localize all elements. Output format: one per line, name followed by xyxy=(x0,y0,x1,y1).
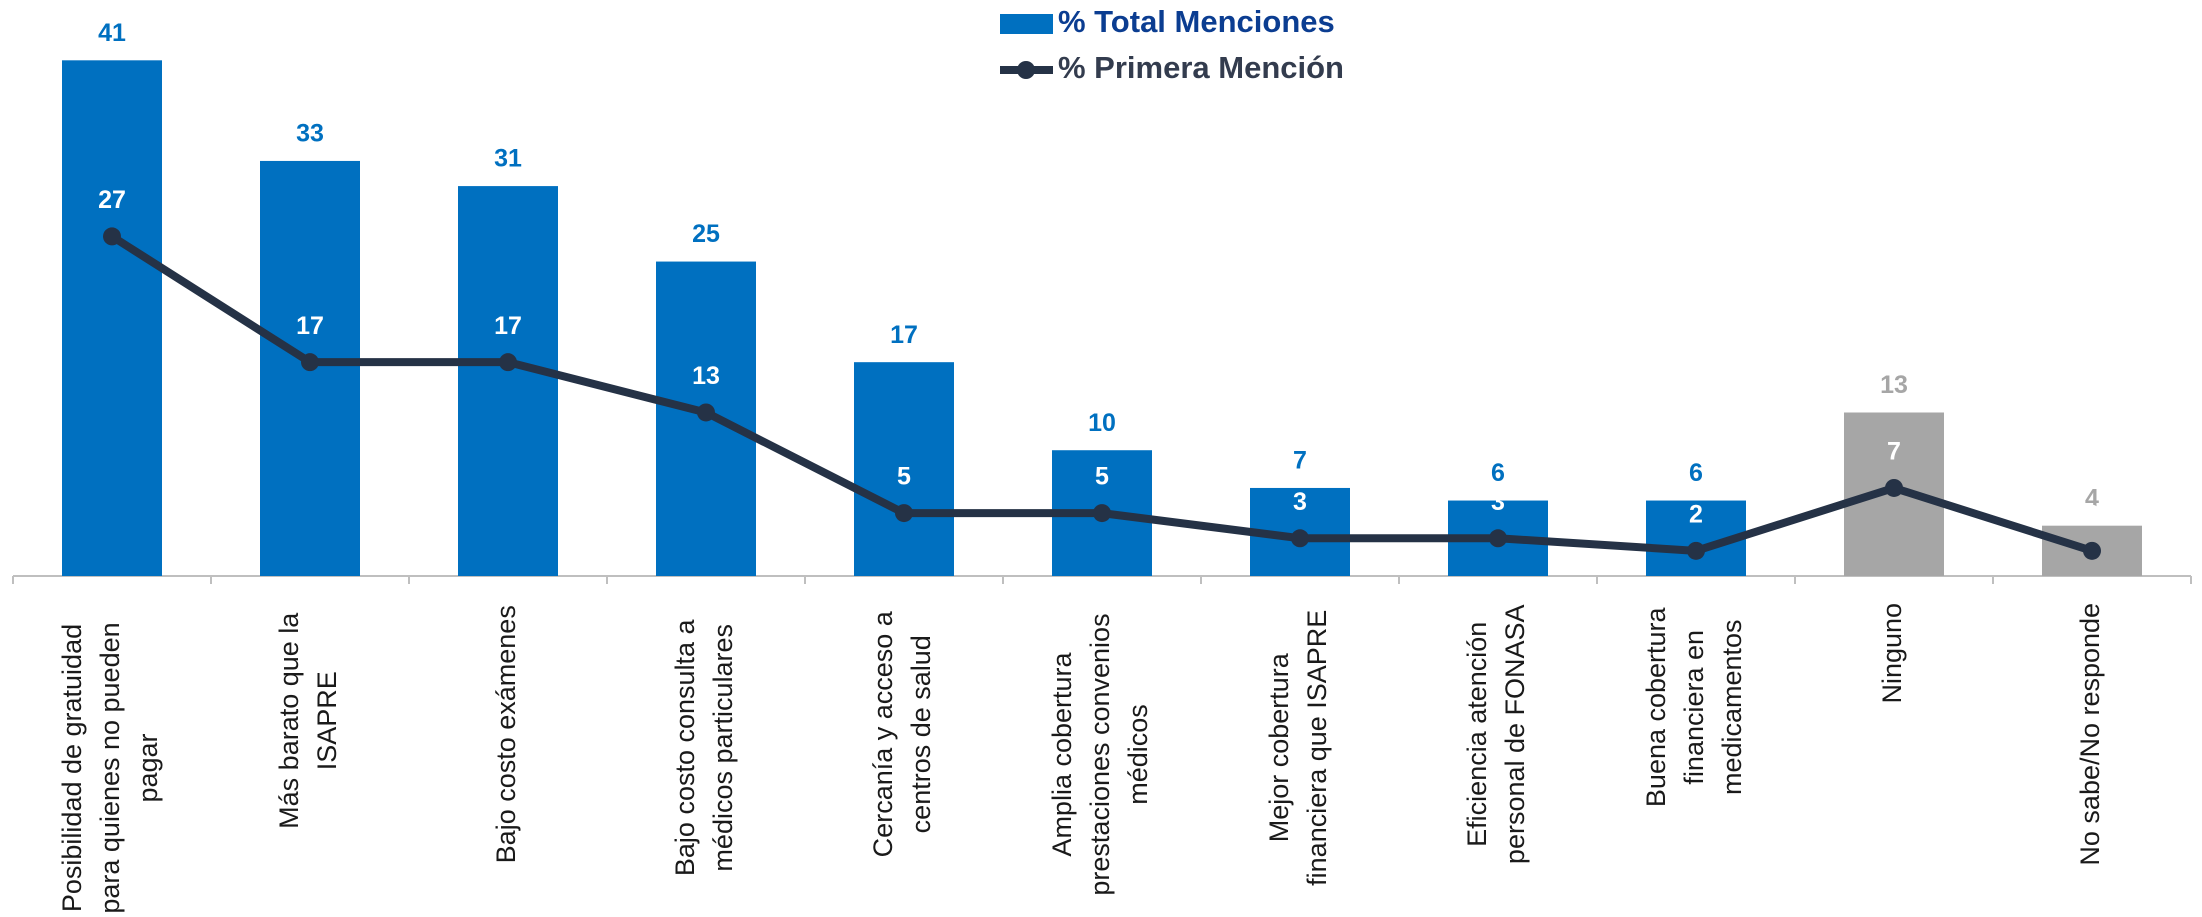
x-tick-label: Más barato que la xyxy=(274,612,304,829)
x-tick-label: personal de FONASA xyxy=(1500,604,1530,864)
bar xyxy=(458,186,558,577)
x-tick-label: médicos particulares xyxy=(708,624,738,872)
bar-value-label: 17 xyxy=(890,321,918,349)
legend-label: % Primera Mención xyxy=(1058,50,1344,85)
bar-value-label: 41 xyxy=(98,19,126,47)
x-tick-label: centros de salud xyxy=(906,635,936,833)
x-tick-label: Bajo costo exámenes xyxy=(491,605,521,863)
line-value-label: 2 xyxy=(2085,500,2099,528)
line-value-label: 3 xyxy=(1293,488,1307,516)
x-tick-label: medicamentos xyxy=(1717,619,1747,795)
line-marker xyxy=(1093,504,1111,523)
line-marker xyxy=(1885,478,1903,497)
bar-value-label: 6 xyxy=(1491,459,1505,487)
bar-value-label: 7 xyxy=(1293,447,1307,475)
bar-value-label: 31 xyxy=(494,145,522,173)
line-marker xyxy=(1291,529,1309,548)
x-tick-label: para quienes no pueden xyxy=(95,622,125,913)
x-tick-label: Ninguno xyxy=(1877,603,1907,704)
x-tick-label: Buena cobertura xyxy=(1641,606,1671,807)
line-marker xyxy=(499,353,517,372)
legend-label: % Total Menciones xyxy=(1058,4,1335,39)
x-tick-label: prestaciones convenios xyxy=(1085,613,1115,895)
line-value-label: 5 xyxy=(897,463,911,491)
bar-value-label: 33 xyxy=(296,120,324,148)
x-tick-label: financiera en xyxy=(1679,630,1709,785)
line-marker xyxy=(103,227,121,246)
line-value-label: 7 xyxy=(1887,438,1901,466)
x-tick-label: pagar xyxy=(133,733,163,802)
x-tick-label: médicos xyxy=(1123,704,1153,805)
bar-value-label: 13 xyxy=(1880,371,1908,399)
bar-value-label: 6 xyxy=(1689,459,1703,487)
x-tick-label: Amplia cobertura xyxy=(1047,651,1077,856)
x-tick-label: ISAPRE xyxy=(312,671,342,770)
line-marker xyxy=(301,353,319,372)
x-tick-label: Posibilidad de gratuidad xyxy=(57,624,87,912)
line-value-label: 2 xyxy=(1689,500,1703,528)
x-tick-label: Eficiencia atención xyxy=(1462,622,1492,847)
x-tick-label: financiera que ISAPRE xyxy=(1302,610,1332,886)
line-value-label: 5 xyxy=(1095,463,1109,491)
line-marker xyxy=(1489,529,1507,548)
line-value-label: 3 xyxy=(1491,488,1505,516)
x-tick-label: Bajo costo consulta a xyxy=(670,618,700,876)
x-tick-label: Mejor cobertura xyxy=(1264,652,1294,842)
legend-marker xyxy=(1017,61,1035,79)
line-marker xyxy=(1687,541,1705,560)
bar xyxy=(854,362,954,576)
line-value-label: 17 xyxy=(494,312,522,340)
bar-value-label: 25 xyxy=(692,220,720,248)
line-marker xyxy=(2083,541,2101,560)
x-tick-label: Cercanía y acceso a xyxy=(868,610,898,857)
line-marker xyxy=(895,504,913,523)
bar xyxy=(62,60,162,577)
line-marker xyxy=(697,403,715,422)
bar-value-label: 4 xyxy=(2085,484,2099,512)
line-value-label: 13 xyxy=(692,362,720,390)
line-value-label: 27 xyxy=(98,186,126,214)
line-value-label: 17 xyxy=(296,312,324,340)
legend-swatch xyxy=(1000,14,1053,34)
bar-value-label: 10 xyxy=(1088,409,1116,437)
x-tick-label: No sabe/No responde xyxy=(2075,603,2105,866)
